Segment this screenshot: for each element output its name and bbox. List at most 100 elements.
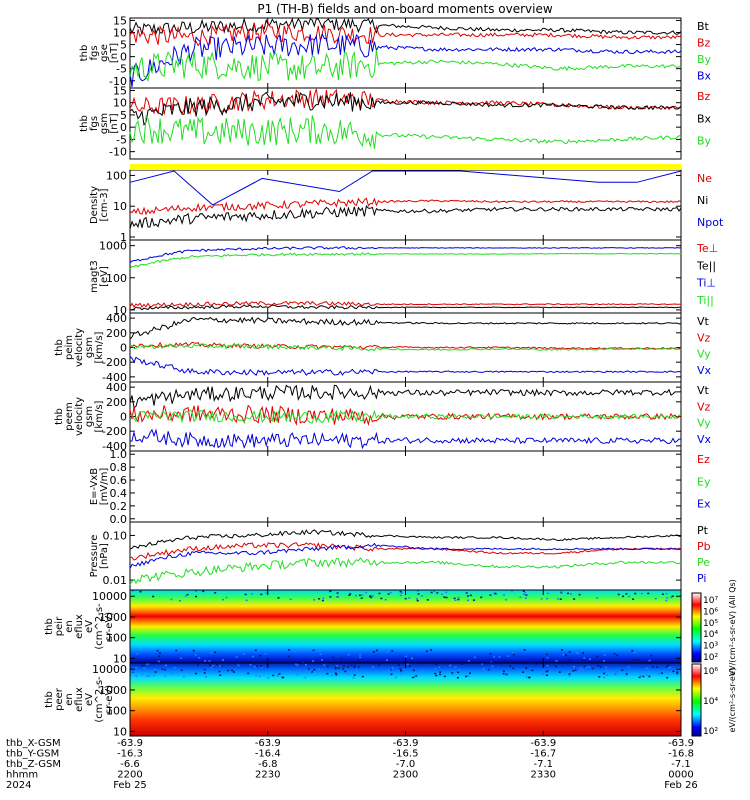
fgs-gsm-ytick-label: -5 — [116, 133, 127, 146]
peer-flux-speckle — [133, 671, 136, 673]
peer-flux-speckle — [435, 674, 438, 677]
colorbar-0-tick: 10⁵ — [703, 619, 718, 629]
fgs-gse-series-2 — [129, 32, 682, 88]
peir-flux-ytick-label: 10000 — [92, 590, 127, 603]
peir-flux-speckle — [583, 657, 586, 659]
peer-flux-speckle — [651, 666, 654, 668]
peer-flux-speckle — [176, 672, 178, 674]
peir-flux-speckle — [555, 660, 558, 662]
peir-flux-speckle — [634, 592, 637, 595]
yellow-flag-bar — [130, 164, 681, 170]
peir-flux-speckle — [582, 652, 585, 654]
peer-flux-speckle — [232, 671, 235, 673]
peir-flux-speckle — [259, 655, 262, 657]
peim-velocity-ytick-label: 0 — [120, 342, 127, 355]
peer-flux-speckle — [389, 669, 392, 671]
peir-flux-speckle — [560, 592, 563, 594]
peer-flux-speckle — [415, 675, 418, 677]
peer-flux-speckle — [583, 665, 586, 668]
peer-flux-speckle — [309, 670, 312, 672]
axis-row-label: thb_Z-GSM — [6, 759, 61, 770]
peir-flux-speckle — [666, 597, 669, 599]
peem-velocity-series-3 — [129, 428, 682, 450]
peir-flux-speckle — [581, 659, 584, 661]
axis-row-label: thb_Y-GSM — [6, 749, 59, 760]
peer-flux-speckle — [307, 668, 310, 670]
peer-flux-speckle — [434, 668, 437, 670]
peer-flux-speckle — [656, 666, 659, 668]
peer-flux-speckle — [525, 667, 528, 669]
peir-flux-speckle — [523, 593, 525, 596]
fgs-gse-ytick-label: 15 — [113, 14, 127, 27]
peir-flux-speckle — [312, 649, 315, 651]
peir-flux-ylabel: sr-eV) — [104, 612, 115, 641]
fgs-gsm-legend-2: By — [697, 135, 712, 148]
peir-flux-speckle — [453, 597, 456, 600]
peir-flux-speckle — [546, 597, 549, 600]
peir-flux-speckle — [245, 599, 248, 602]
peer-flux-speckle — [210, 667, 213, 669]
peer-flux-speckle — [574, 669, 577, 671]
peer-flux-speckle — [211, 663, 214, 665]
peer-flux-speckle — [390, 673, 393, 675]
peir-flux-speckle — [319, 653, 322, 656]
peer-flux-speckle — [439, 673, 441, 676]
peir-flux-speckle — [293, 650, 296, 653]
temperature-ytick-label: 100 — [106, 272, 127, 285]
peir-flux-speckle — [498, 656, 501, 658]
panel-peir-flux: 10000 1000 100 10 thb peir en eflux eV (cm^2-s-sr… — [44, 589, 682, 665]
peir-flux-speckle — [376, 649, 379, 652]
colorbar-1 — [691, 663, 702, 737]
peer-flux-speckle — [640, 675, 643, 677]
peir-flux-speckle — [622, 595, 624, 598]
peir-flux-speckle — [472, 599, 475, 601]
peer-flux-speckle — [163, 670, 166, 672]
peir-flux-speckle — [386, 651, 389, 653]
peim-velocity-ylabel: [km/s] — [94, 331, 105, 363]
temperature-ytick-label: 10 — [113, 304, 127, 317]
axis-row-value: Feb 25 — [113, 780, 147, 791]
axis-row-value: -6.8 — [258, 759, 278, 770]
peer-flux-speckle — [512, 667, 515, 670]
peer-flux-speckle — [260, 665, 263, 667]
peer-flux-speckle — [180, 669, 183, 671]
peir-flux-speckle — [562, 654, 565, 656]
fgs-gsm-series-2 — [129, 115, 682, 149]
peir-flux-speckle — [677, 649, 680, 652]
fgs-gse-ytick-label: -10 — [109, 75, 127, 88]
peir-flux-speckle — [321, 599, 324, 602]
peer-flux-speckle — [605, 674, 608, 676]
peer-flux-speckle — [304, 664, 307, 666]
peer-flux-speckle — [521, 671, 524, 673]
peir-flux-speckle — [523, 649, 526, 651]
colorbar-0 — [691, 592, 702, 663]
peer-flux-speckle — [334, 667, 337, 670]
peir-flux-speckle — [359, 656, 362, 659]
peir-flux-speckle — [480, 596, 483, 599]
peer-flux-speckle — [435, 663, 438, 666]
peir-flux-speckle — [251, 593, 254, 595]
peir-flux-speckle — [600, 658, 603, 661]
peir-flux-speckle — [640, 592, 643, 595]
peir-flux-speckle — [179, 657, 182, 659]
fgs-gsm-ytick-label: -10 — [109, 146, 127, 159]
axis-row-value: -63.9 — [255, 738, 281, 749]
peer-flux-speckle — [335, 666, 337, 668]
peir-flux-spectrogram — [130, 590, 681, 663]
peir-flux-ylabel: peir — [54, 616, 65, 636]
peir-flux-speckle — [408, 597, 411, 599]
peir-flux-speckle — [277, 597, 280, 599]
peir-flux-ytick-label: 1000 — [99, 611, 127, 624]
peir-flux-speckle — [519, 596, 522, 599]
peir-flux-speckle — [136, 653, 139, 655]
peir-flux-speckle — [648, 659, 651, 662]
peir-flux-speckle — [445, 591, 448, 594]
peir-flux-speckle — [454, 599, 457, 601]
peir-flux-speckle — [265, 592, 268, 594]
peir-flux-speckle — [139, 590, 142, 593]
peir-flux-speckle — [546, 656, 549, 659]
peir-flux-speckle — [204, 660, 207, 662]
peer-flux-speckle — [491, 665, 494, 668]
